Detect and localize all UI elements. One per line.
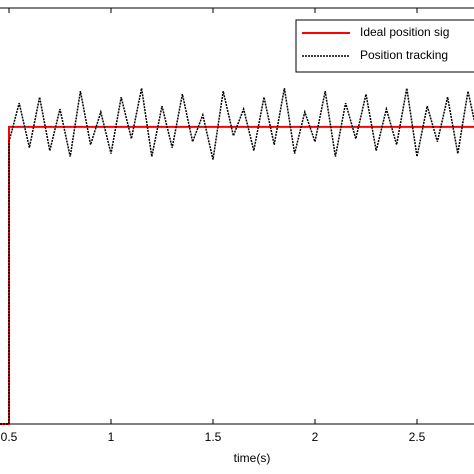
x-tick-label: 1 (108, 430, 115, 444)
x-tick-label: 1.5 (205, 430, 222, 444)
series-line (0, 88, 474, 425)
x-tick-label: 2 (312, 430, 319, 444)
legend-box (295, 19, 474, 73)
legend-label: Position tracking (360, 48, 448, 62)
x-axis-label: time(s) (234, 451, 271, 465)
x-tick-label: 0.5 (1, 430, 18, 444)
legend-label: Ideal position sig (360, 25, 449, 39)
x-tick-label: 2.5 (409, 430, 426, 444)
